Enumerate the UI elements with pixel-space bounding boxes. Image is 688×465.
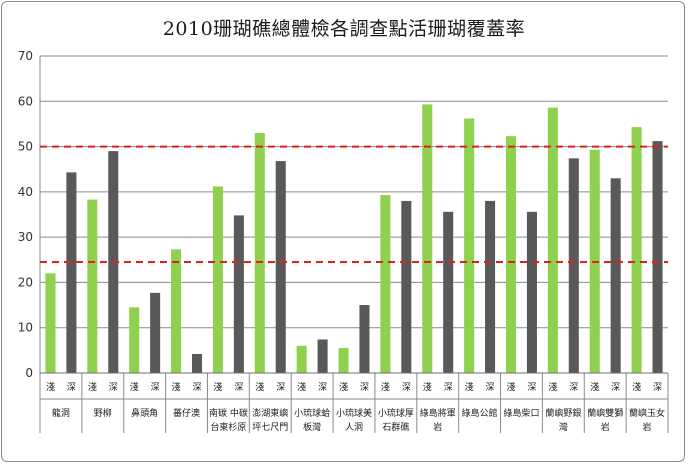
site-label: 小琉球厚	[378, 407, 414, 419]
site-label: 蘭嶼玉女	[629, 407, 665, 419]
bar-shallow	[87, 199, 98, 373]
sub-label-deep: 深	[234, 382, 243, 393]
sub-label-deep: 深	[611, 382, 620, 393]
sub-label-shallow: 淺	[381, 381, 390, 393]
bar-deep	[485, 200, 496, 373]
bar-deep	[526, 211, 537, 373]
sub-label-deep: 深	[109, 382, 118, 393]
y-tick-label: 0	[25, 366, 33, 380]
sub-label-deep: 深	[318, 382, 327, 393]
sub-label-shallow: 淺	[88, 381, 97, 393]
site-label: 綠島將軍	[420, 407, 456, 419]
site-label: 綠島公館	[462, 407, 498, 419]
bar-deep	[233, 215, 244, 373]
sub-label-shallow: 淺	[213, 381, 222, 393]
site-label: 小琉球美	[336, 407, 372, 419]
bar-deep	[443, 211, 454, 373]
bar-deep	[191, 353, 203, 373]
site-label: 台東杉原	[210, 421, 246, 433]
site-label: 綠島柴口	[503, 407, 539, 419]
sub-label-deep: 深	[192, 382, 201, 393]
sub-label-shallow: 淺	[255, 381, 264, 393]
site-label: 蘭嶼雙獅	[587, 407, 623, 419]
sub-label-deep: 深	[486, 382, 495, 393]
bar-shallow	[338, 348, 349, 373]
bar-shallow	[422, 104, 433, 373]
sub-label-deep: 深	[67, 382, 76, 393]
y-tick-label: 10	[18, 321, 33, 335]
site-label: 蕃仔澳	[173, 407, 200, 419]
site-label: 岩	[433, 421, 442, 433]
bar-deep	[610, 178, 621, 373]
bar-deep	[150, 292, 161, 373]
sub-label-deep: 深	[402, 382, 411, 393]
bar-shallow	[505, 136, 517, 373]
bar-deep	[401, 200, 412, 373]
site-label: 鼻頭角	[131, 407, 158, 419]
bar-shallow	[380, 195, 391, 373]
sub-label-shallow: 淺	[590, 381, 599, 393]
bar-deep	[359, 305, 370, 373]
bar-shallow	[464, 118, 475, 373]
y-tick-label: 30	[18, 230, 33, 244]
sub-label-deep: 深	[151, 382, 160, 393]
bar-shallow	[254, 132, 265, 373]
sub-label-shallow: 淺	[339, 381, 348, 393]
sub-label-shallow: 淺	[423, 381, 432, 393]
y-tick-label: 70	[18, 49, 33, 63]
y-tick-label: 50	[18, 140, 33, 154]
sub-label-shallow: 淺	[130, 381, 139, 393]
bar-deep	[652, 141, 663, 373]
y-tick-label: 40	[18, 185, 33, 199]
site-label: 人洞	[345, 422, 363, 433]
bar-shallow	[631, 127, 642, 373]
bar-shallow	[212, 186, 223, 373]
bar-deep	[66, 172, 77, 373]
site-label: 坪七尺門	[252, 422, 288, 433]
sub-label-deep: 深	[360, 382, 369, 393]
site-label: 小琉球蛤	[294, 407, 330, 419]
bar-deep	[317, 339, 328, 373]
sub-label-shallow: 淺	[548, 381, 557, 393]
site-label: 岩	[643, 421, 652, 433]
bar-shallow	[45, 273, 56, 373]
bar-shallow	[547, 107, 558, 373]
site-label: 澎湖東嶼	[252, 407, 288, 419]
sub-label-shallow: 淺	[297, 381, 306, 393]
site-label: 龍洞	[52, 407, 70, 419]
sub-label-shallow: 淺	[172, 381, 181, 393]
bar-shallow	[129, 307, 140, 373]
site-label: 南碳 中碳	[209, 407, 248, 419]
site-label: 板灣	[303, 421, 321, 433]
y-tick-label: 20	[18, 275, 33, 289]
sub-label-shallow: 淺	[465, 381, 474, 393]
site-label: 石群礁	[382, 421, 409, 433]
bar-deep	[275, 161, 286, 373]
sub-label-deep: 深	[569, 382, 578, 393]
sub-label-deep: 深	[653, 382, 662, 393]
sub-label-deep: 深	[444, 382, 453, 393]
sub-label-shallow: 淺	[632, 381, 641, 393]
y-tick-label: 60	[18, 94, 33, 108]
chart-title: 2010珊瑚礁總體檢各調查點活珊瑚覆蓋率	[162, 18, 526, 40]
site-label: 岩	[601, 421, 610, 433]
sub-label-deep: 深	[527, 382, 536, 393]
bar-deep	[568, 158, 579, 373]
site-label: 野柳	[94, 407, 112, 419]
site-label: 灣	[559, 421, 568, 433]
site-label: 蘭嶼野銀	[545, 407, 581, 419]
sub-label-shallow: 淺	[46, 381, 55, 393]
bar-shallow	[296, 345, 307, 373]
sub-label-deep: 深	[276, 382, 285, 393]
bar-shallow	[171, 249, 182, 373]
sub-label-shallow: 淺	[506, 381, 515, 393]
